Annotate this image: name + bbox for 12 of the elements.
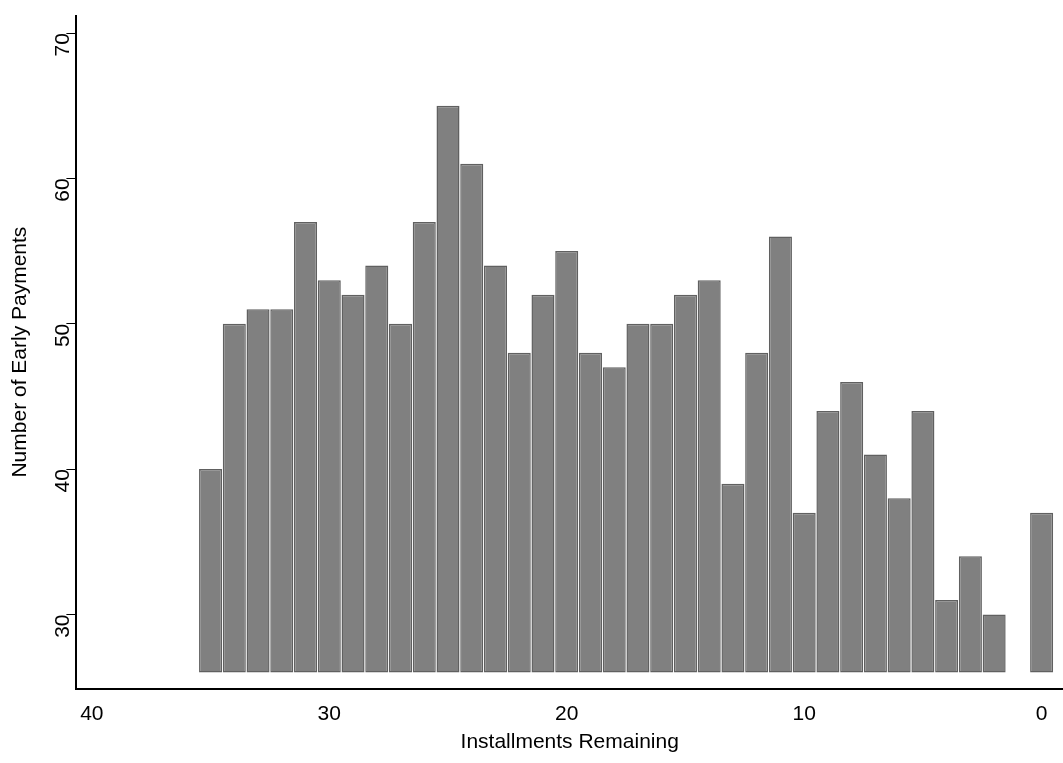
x-tick-label: 20 <box>555 701 579 724</box>
y-tick-label: 40 <box>50 469 74 493</box>
x-axis-title: Installments Remaining <box>460 729 679 753</box>
y-tick-label: 30 <box>50 614 74 638</box>
x-tick-label: 10 <box>792 701 816 724</box>
x-tick-label: 0 <box>1035 701 1048 724</box>
x-tick-label: 30 <box>317 701 341 724</box>
y-tick-label: 50 <box>50 323 74 348</box>
x-tick-label: 40 <box>80 701 104 724</box>
y-tick-label: 70 <box>50 33 74 57</box>
y-axis-title: Number of Early Payments <box>7 226 31 478</box>
y-tick-label: 60 <box>50 178 74 202</box>
